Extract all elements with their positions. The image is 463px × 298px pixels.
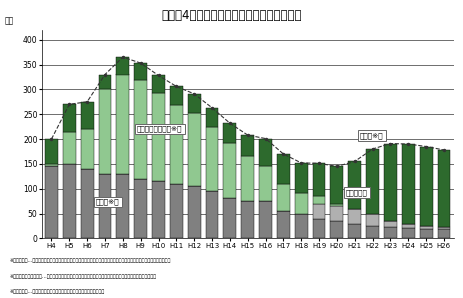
- Text: 退職手当債: 退職手当債: [346, 189, 368, 195]
- Text: ※２　市核づくり関連債…行政・文化の中心拠点である市庁舎、市民文化会館などの施設の整備に借りたお金。: ※２ 市核づくり関連債…行政・文化の中心拠点である市庁舎、市民文化会館などの施設…: [9, 274, 156, 279]
- Bar: [384, 227, 397, 238]
- Bar: [99, 89, 112, 174]
- Bar: [331, 204, 344, 206]
- Bar: [188, 94, 200, 113]
- Bar: [134, 80, 147, 179]
- Bar: [438, 227, 450, 229]
- Bar: [170, 105, 183, 184]
- Bar: [152, 181, 165, 238]
- Bar: [331, 166, 344, 204]
- Bar: [331, 221, 344, 238]
- Bar: [206, 127, 219, 191]
- Bar: [259, 201, 272, 238]
- Bar: [313, 196, 325, 204]
- Bar: [224, 198, 236, 238]
- Bar: [295, 163, 307, 193]
- Bar: [152, 75, 165, 93]
- Bar: [116, 57, 129, 74]
- Bar: [384, 144, 397, 221]
- Bar: [81, 102, 94, 129]
- Bar: [206, 108, 219, 127]
- Bar: [277, 211, 290, 238]
- Bar: [63, 132, 76, 164]
- Bar: [170, 184, 183, 238]
- Bar: [116, 174, 129, 238]
- Bar: [45, 166, 58, 238]
- Text: グラフ4　年度別市債残高推移（一般会計）: グラフ4 年度別市債残高推移（一般会計）: [161, 9, 302, 22]
- Bar: [81, 169, 94, 238]
- Bar: [402, 144, 415, 224]
- Bar: [241, 135, 254, 156]
- Bar: [45, 139, 58, 164]
- Bar: [188, 186, 200, 238]
- Bar: [419, 229, 432, 238]
- Bar: [331, 206, 344, 221]
- Bar: [295, 214, 307, 238]
- Bar: [63, 104, 76, 132]
- Text: 市核づくり関連債※２: 市核づくり関連債※２: [137, 126, 182, 132]
- Bar: [438, 229, 450, 238]
- Bar: [45, 164, 58, 166]
- Bar: [259, 139, 272, 166]
- Bar: [366, 214, 379, 226]
- Bar: [402, 229, 415, 238]
- Bar: [348, 162, 361, 209]
- Bar: [348, 209, 361, 224]
- Bar: [224, 123, 236, 143]
- Text: ※３　通常債…学校や道路などの公共施設をつくるために借りたお金。: ※３ 通常債…学校や道路などの公共施設をつくるために借りたお金。: [9, 289, 105, 294]
- Bar: [313, 218, 325, 238]
- Bar: [188, 113, 200, 186]
- Bar: [99, 174, 112, 238]
- Bar: [99, 74, 112, 89]
- Bar: [170, 86, 183, 105]
- Bar: [116, 74, 129, 174]
- Bar: [384, 221, 397, 227]
- Bar: [366, 226, 379, 238]
- Bar: [259, 166, 272, 201]
- Bar: [241, 201, 254, 238]
- Bar: [419, 226, 432, 229]
- Bar: [313, 163, 325, 196]
- Bar: [63, 164, 76, 238]
- Bar: [348, 224, 361, 238]
- Text: 億円: 億円: [5, 17, 14, 26]
- Bar: [419, 147, 432, 226]
- Bar: [134, 63, 147, 80]
- Bar: [277, 184, 290, 211]
- Bar: [206, 191, 219, 238]
- Bar: [224, 143, 236, 198]
- Text: ※１　国策債…国からもらえる地方交付税の一部が現金で用意できないために、一時的に市が肩代わりしているお金など。: ※１ 国策債…国からもらえる地方交付税の一部が現金で用意できないために、一時的に…: [9, 258, 171, 263]
- Bar: [241, 156, 254, 201]
- Bar: [366, 149, 379, 214]
- Text: 通常債※３: 通常債※３: [96, 199, 120, 205]
- Bar: [438, 150, 450, 227]
- Bar: [81, 129, 94, 169]
- Bar: [134, 179, 147, 238]
- Text: 国策債※１: 国策債※１: [360, 132, 384, 139]
- Bar: [152, 93, 165, 181]
- Bar: [295, 193, 307, 214]
- Bar: [402, 224, 415, 229]
- Bar: [313, 204, 325, 218]
- Bar: [277, 154, 290, 184]
